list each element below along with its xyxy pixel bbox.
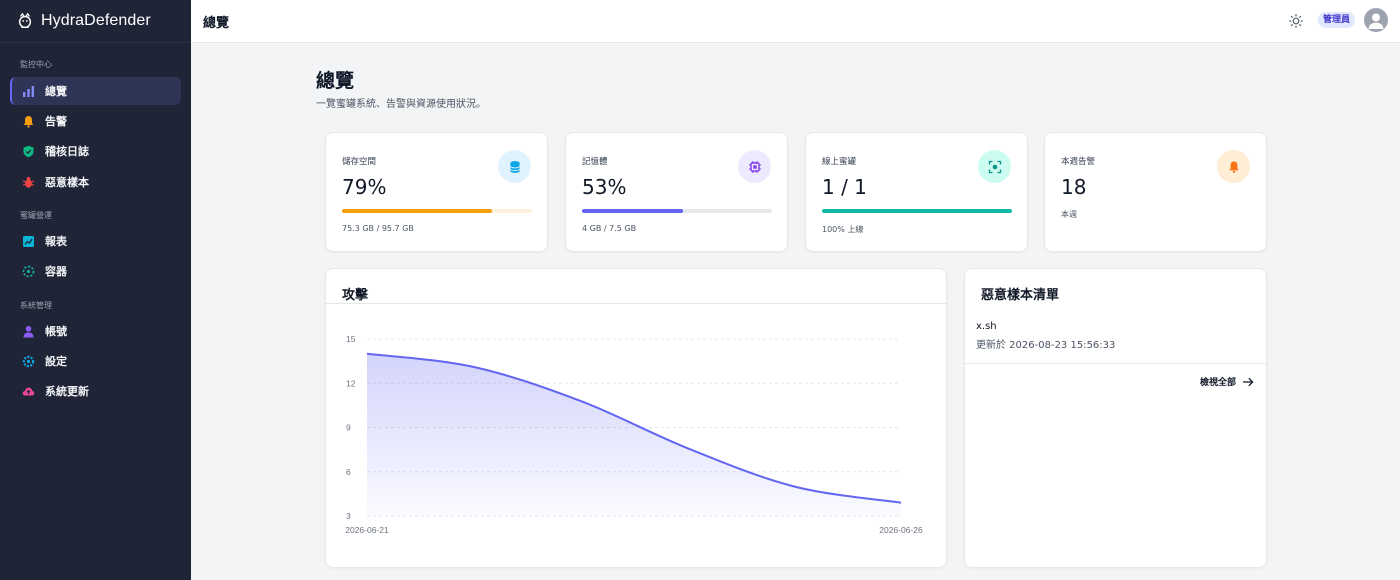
nav-section-monitoring: 監控中心 — [20, 60, 52, 69]
stat-footnote: 75.3 GB / 95.7 GB — [342, 224, 414, 233]
sidebar-item-malware[interactable]: 惡意樣本 — [10, 168, 181, 196]
storage-progress-fill — [342, 209, 493, 213]
stat-label: 記憶體 — [582, 157, 608, 167]
page-title: 總覽 — [316, 70, 355, 92]
container-icon — [22, 265, 35, 278]
y-tick-label: 6 — [346, 467, 351, 477]
attack-area-chart: 3 6 9 12 15 2026-06-21 2026-06-26 — [345, 334, 923, 535]
malware-item-name[interactable]: x.sh — [976, 321, 997, 332]
sidebar-item-label: 惡意樣本 — [45, 176, 89, 189]
view-all-link[interactable]: 檢視全部 — [1200, 375, 1254, 388]
stat-value: 18 — [1061, 175, 1087, 199]
series-line — [366, 352, 902, 504]
sidebar-item-label: 系統更新 — [45, 385, 89, 398]
page-subtitle: 一覽蜜罐系統、告警與資源使用狀況。 — [316, 99, 486, 110]
memory-progress-fill — [582, 209, 683, 213]
sidebar-item-label: 帳號 — [45, 325, 67, 338]
stat-card-storage: 儲存空間 79% 75.3 GB / 95.7 GB — [325, 132, 548, 252]
x-tick-label: 2026-06-26 — [879, 525, 923, 535]
gear-icon — [22, 355, 35, 368]
stat-value: 79% — [342, 175, 387, 199]
sidebar-item-containers[interactable]: 容器 — [10, 257, 181, 285]
sidebar-item-overview[interactable]: 總覽 — [10, 77, 181, 105]
malware-item-updated: 更新於 2026-08-23 15:56:33 — [976, 340, 1116, 351]
bell-icon — [1217, 150, 1250, 183]
divider — [326, 303, 946, 304]
malware-list-card: 惡意樣本清單 x.sh 更新於 2026-08-23 15:56:33 檢視全部 — [964, 268, 1267, 568]
sidebar-item-label: 總覽 — [45, 85, 67, 98]
brand[interactable]: HydraDefender — [0, 0, 191, 43]
stat-card-online-honeypots: 線上蜜罐 1 / 1 100% 上線 — [805, 132, 1028, 252]
sidebar-item-alerts[interactable]: 告警 — [10, 107, 181, 135]
role-badge: 管理員 — [1318, 12, 1356, 28]
y-tick-label: 15 — [346, 334, 356, 344]
storage-progress-bar — [342, 209, 532, 213]
app-name: HydraDefender — [41, 12, 151, 29]
hydra-logo-icon — [18, 12, 32, 29]
sidebar-item-system-update[interactable]: 系統更新 — [10, 377, 181, 405]
sidebar-item-settings[interactable]: 設定 — [10, 347, 181, 375]
bar-chart-icon — [22, 85, 35, 98]
stat-footnote: 4 GB / 7.5 GB — [582, 224, 637, 233]
topbar-title: 總覽 — [203, 16, 230, 31]
sidebar-item-label: 告警 — [45, 115, 67, 128]
stat-footnote: 本週 — [1061, 210, 1077, 219]
honeypot-progress-fill — [822, 209, 1012, 213]
user-icon — [22, 325, 35, 338]
sidebar-item-label: 報表 — [45, 235, 67, 248]
x-tick-label: 2026-06-21 — [345, 525, 389, 535]
stat-card-memory: 記憶體 53% 4 GB / 7.5 GB — [565, 132, 788, 252]
nav-section-honeypot-ops: 蜜罐營運 — [20, 211, 52, 220]
y-tick-label: 3 — [346, 511, 351, 521]
stat-value: 53% — [582, 175, 627, 199]
view-all-label: 檢視全部 — [1199, 378, 1236, 388]
arrow-right-icon — [1243, 377, 1254, 386]
stat-footnote: 100% 上線 — [822, 225, 864, 234]
y-tick-label: 9 — [346, 423, 351, 433]
sidebar-item-label: 容器 — [45, 265, 67, 278]
topbar: 總覽 管理員 — [191, 0, 1400, 43]
panel-title: 攻擊 — [342, 288, 369, 303]
database-icon — [498, 150, 531, 183]
sidebar: HydraDefender 監控中心 總覽 告警 稽核日誌 惡意樣本 蜜罐營運 … — [0, 0, 191, 580]
nav-section-system-admin: 系統管理 — [20, 301, 52, 310]
scan-icon — [978, 150, 1011, 183]
cloud-upload-icon — [22, 385, 35, 398]
stat-label: 儲存空間 — [342, 157, 377, 167]
sidebar-item-label: 設定 — [45, 355, 67, 368]
sidebar-item-audit-log[interactable]: 稽核日誌 — [10, 137, 181, 165]
shield-check-icon — [22, 145, 35, 158]
y-tick-label: 12 — [346, 378, 356, 388]
stat-value: 1 / 1 — [822, 175, 867, 199]
honeypot-progress-bar — [822, 209, 1012, 213]
user-avatar-icon[interactable] — [1364, 8, 1388, 32]
attack-chart-card: 攻擊 3 6 9 12 15 2026-06-21 2026-06-26 — [325, 268, 947, 568]
sun-icon[interactable] — [1287, 12, 1305, 30]
divider — [965, 363, 1266, 364]
stat-card-weekly-alerts: 本週告警 18 本週 — [1044, 132, 1267, 252]
panel-title: 惡意樣本清單 — [981, 288, 1060, 303]
chip-icon — [738, 150, 771, 183]
sidebar-item-label: 稽核日誌 — [45, 145, 89, 158]
sidebar-item-reports[interactable]: 報表 — [10, 227, 181, 255]
memory-progress-bar — [582, 209, 772, 213]
report-icon — [22, 235, 35, 248]
bell-icon — [22, 115, 35, 128]
bug-icon — [22, 176, 35, 189]
sidebar-item-accounts[interactable]: 帳號 — [10, 317, 181, 345]
series-area — [367, 353, 901, 516]
stat-label: 線上蜜罐 — [822, 157, 857, 167]
stat-label: 本週告警 — [1061, 157, 1096, 167]
